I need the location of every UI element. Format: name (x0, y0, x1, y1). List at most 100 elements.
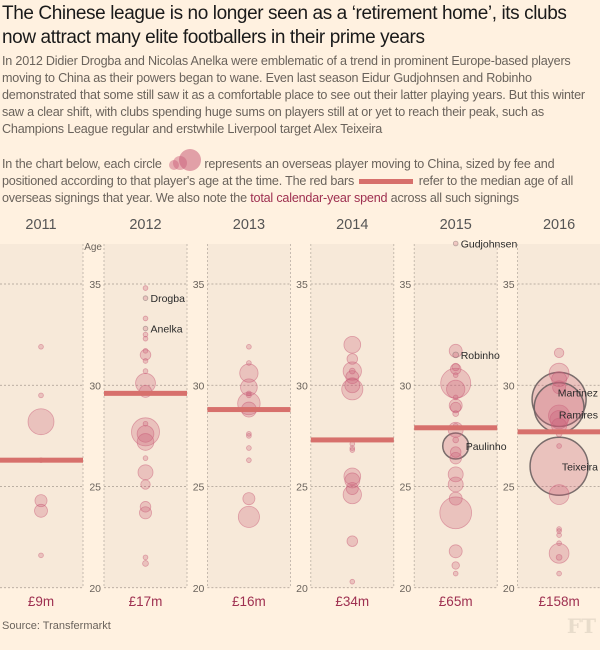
player-bubble (552, 380, 566, 395)
player-bubble (452, 410, 460, 417)
player-bubble (549, 410, 569, 430)
median-bar (414, 425, 498, 431)
player-bubble (246, 360, 252, 366)
y-tick-label: 30 (193, 380, 205, 392)
player-bubble (246, 445, 252, 451)
y-tick-label: 35 (503, 279, 515, 291)
player-bubble (142, 285, 149, 291)
player-bubble (142, 358, 149, 364)
player-bubble (137, 464, 154, 481)
spend-label: £16m (232, 594, 266, 609)
player-bubble (451, 561, 460, 570)
player-bubble (341, 378, 364, 401)
player-label: Anelka (151, 324, 183, 336)
intro-text: In 2012 Didier Drogba and Nicolas Anelka… (2, 54, 585, 136)
player-bubble (344, 377, 361, 394)
player-label: Martinez (558, 387, 598, 399)
player-bubble (556, 528, 562, 534)
y-tick-label: 25 (503, 482, 515, 494)
player-bubble (142, 368, 149, 374)
player-bubble (548, 543, 570, 564)
player-bubble (548, 362, 570, 384)
spend-label: £34m (335, 594, 369, 609)
player-label: Drogba (151, 293, 186, 305)
y-tick-label: 25 (400, 482, 412, 494)
spend-label: £158m (538, 594, 579, 609)
player-bubble (27, 408, 55, 436)
player-bubble (246, 433, 252, 439)
player-bubble (556, 570, 562, 577)
player-bubble (349, 578, 356, 585)
y-tick-label: 20 (193, 583, 205, 595)
player-bubble (136, 433, 155, 451)
player-bubble (140, 479, 151, 490)
chart-title: The Chinese league is no longer seen as … (2, 3, 567, 48)
source-note: Source: Transfermarkt (2, 620, 111, 632)
median-bar (0, 457, 83, 463)
player-bubble (142, 420, 149, 427)
player-bubble (142, 331, 149, 338)
player-bubble (450, 363, 462, 375)
player-bubble (452, 372, 459, 378)
y-tick-label: 35 (400, 279, 412, 291)
player-label: Ramires (559, 410, 598, 422)
player-bubble (139, 349, 152, 361)
player-bubble (452, 436, 460, 444)
player-bubble (348, 367, 356, 375)
player-bubble (450, 446, 462, 458)
player-bubble (452, 351, 460, 359)
y-tick-label: 35 (89, 279, 101, 291)
legend-median-bar (359, 179, 414, 185)
player-bubble (346, 535, 359, 547)
player-bubble (142, 560, 149, 567)
legend-text-4: across all such signings (390, 191, 519, 205)
player-bubble (449, 451, 462, 465)
y-tick-label: 25 (89, 482, 101, 494)
player-bubble (142, 325, 149, 332)
player-bubble (345, 482, 359, 495)
player-bubble (142, 335, 149, 342)
player-bubble (142, 554, 149, 561)
player-bubble (142, 295, 149, 301)
median-bar (517, 429, 600, 435)
player-bubble (38, 344, 44, 350)
footer: Source: Transfermarkt FT (0, 614, 600, 638)
player-label: Teixeira (562, 461, 598, 473)
player-bubble (556, 540, 562, 546)
player-bubble (239, 363, 259, 383)
player-bubble (246, 344, 252, 350)
player-bubble (34, 503, 48, 518)
player-bubble (38, 552, 44, 559)
player-bubble (556, 532, 562, 538)
y-axis-label: Age (84, 242, 102, 253)
year-label: 2014 (336, 217, 368, 233)
player-bubble (556, 443, 562, 449)
player-bubble (242, 492, 256, 506)
y-tick-label: 25 (193, 482, 205, 494)
player-bubble (555, 554, 563, 561)
player-bubble (452, 394, 459, 401)
player-bubble (142, 455, 149, 461)
panel-background (0, 244, 83, 588)
legend-text-1: In the chart below, each circle (2, 157, 162, 171)
player-bubble (529, 436, 589, 497)
player-bubble (452, 240, 459, 247)
player-bubble (446, 379, 466, 399)
panel-background (207, 244, 291, 588)
ft-logo: FT (566, 614, 596, 638)
median-bar (310, 437, 394, 443)
y-tick-label: 20 (503, 583, 515, 595)
player-bubble (448, 343, 463, 358)
player-bubble (142, 348, 149, 354)
year-label: 2015 (440, 217, 472, 233)
player-bubble (447, 476, 464, 493)
year-label: 2012 (129, 217, 161, 233)
player-bubble (237, 505, 260, 528)
y-tick-label: 35 (296, 279, 308, 291)
player-bubble (246, 392, 252, 399)
spend-label: £65m (439, 594, 473, 609)
player-bubble (551, 371, 567, 388)
player-bubble (448, 398, 463, 413)
player-bubble (142, 315, 149, 322)
y-tick-label: 20 (400, 583, 412, 595)
